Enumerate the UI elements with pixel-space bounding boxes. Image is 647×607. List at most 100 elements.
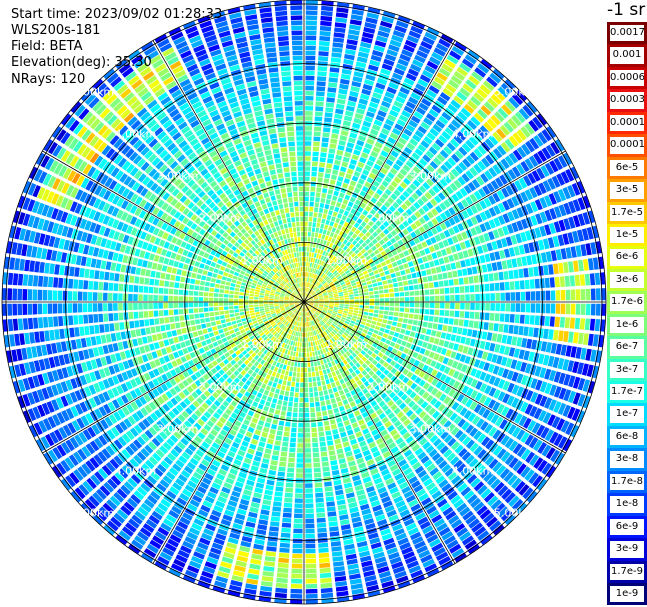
range-gate-cell xyxy=(541,129,552,142)
range-gate-cell xyxy=(383,58,395,67)
range-gate-cell xyxy=(263,192,269,199)
range-gate-cell xyxy=(304,181,310,187)
range-gate-cell xyxy=(544,224,552,236)
range-gate-cell xyxy=(327,253,332,258)
range-gate-cell xyxy=(396,119,406,127)
range-gate-cell xyxy=(163,295,168,302)
range-gate-cell xyxy=(344,194,351,201)
range-gate-cell xyxy=(438,38,451,48)
range-gate-cell xyxy=(385,209,393,216)
range-gate-cell xyxy=(409,183,417,191)
range-gate-cell xyxy=(347,286,353,290)
range-gate-cell xyxy=(148,286,154,294)
range-gate-cell xyxy=(314,274,318,280)
range-gate-cell xyxy=(318,271,322,276)
range-gate-cell xyxy=(316,290,321,294)
range-gate-cell xyxy=(74,267,80,277)
range-gate-cell xyxy=(446,54,459,65)
range-gate-cell xyxy=(384,298,390,302)
range-gate-cell xyxy=(38,275,44,287)
range-gate-cell xyxy=(439,232,446,240)
range-gate-cell xyxy=(277,368,282,374)
range-gate-cell xyxy=(309,262,313,268)
range-gate-cell xyxy=(394,234,401,241)
range-gate-cell xyxy=(470,205,479,214)
range-gate-cell xyxy=(331,286,336,290)
range-gate-cell xyxy=(434,234,442,242)
range-gate-cell xyxy=(229,290,234,295)
range-gate-cell xyxy=(490,293,495,301)
range-gate-cell xyxy=(413,201,421,210)
range-gate-cell xyxy=(262,98,272,105)
range-gate-cell xyxy=(305,116,313,121)
range-gate-cell xyxy=(352,285,358,289)
range-gate-cell xyxy=(262,171,270,177)
range-gate-cell xyxy=(328,294,334,297)
range-gate-cell xyxy=(322,132,330,138)
range-gate-cell xyxy=(305,131,312,136)
range-gate-cell xyxy=(365,255,371,261)
range-gate-cell xyxy=(336,259,341,265)
range-gate-cell xyxy=(306,287,309,293)
range-gate-cell xyxy=(315,192,321,198)
range-gate-cell xyxy=(374,141,383,149)
range-gate-cell xyxy=(403,286,409,291)
range-gate-cell xyxy=(500,238,508,248)
range-gate-cell xyxy=(213,268,219,274)
range-gate-cell xyxy=(321,193,327,199)
range-gate-cell xyxy=(470,227,478,236)
range-gate-cell xyxy=(554,276,560,288)
range-gate-cell xyxy=(220,280,226,285)
range-gate-cell xyxy=(445,185,454,195)
range-gate-cell xyxy=(314,258,318,264)
range-gate-cell xyxy=(323,283,329,287)
range-gate-cell xyxy=(327,258,331,264)
range-gate-cell xyxy=(393,189,401,197)
range-gate-cell xyxy=(264,42,276,48)
range-gate-cell xyxy=(305,277,307,282)
range-gate-cell xyxy=(128,293,133,301)
range-gate-cell xyxy=(378,289,384,294)
range-gate-cell xyxy=(291,217,296,223)
range-gate-cell xyxy=(397,206,405,214)
range-gate-cell xyxy=(359,275,365,280)
range-gate-cell xyxy=(282,162,289,168)
range-gate-cell xyxy=(377,172,386,179)
range-gate-cell xyxy=(390,213,397,221)
range-gate-cell xyxy=(70,254,77,265)
range-gate-cell xyxy=(33,275,39,287)
range-gate-cell xyxy=(212,326,218,331)
range-gate-cell xyxy=(568,216,576,229)
range-gate-cell xyxy=(539,278,545,289)
range-gate-cell xyxy=(134,276,140,284)
range-gate-cell xyxy=(238,273,244,279)
range-gate-cell xyxy=(508,135,519,147)
range-gate-cell xyxy=(314,248,318,253)
range-gate-cell xyxy=(433,171,442,180)
range-gate-cell xyxy=(57,303,63,314)
range-gate-cell xyxy=(485,293,490,301)
range-gate-cell xyxy=(275,10,288,17)
range-gate-cell xyxy=(297,156,304,161)
range-gate-cell xyxy=(430,267,437,274)
range-gate-cell xyxy=(324,284,329,288)
range-gate-cell xyxy=(467,267,473,275)
range-gate-cell xyxy=(39,331,45,343)
range-gate-cell xyxy=(148,294,153,302)
range-gate-cell xyxy=(332,289,338,293)
range-gate-cell xyxy=(408,119,418,128)
range-gate-cell xyxy=(398,286,404,292)
range-gate-cell xyxy=(326,241,331,247)
range-gate-cell xyxy=(304,226,308,232)
range-gate-cell xyxy=(199,313,205,318)
range-gate-cell xyxy=(296,252,299,257)
range-gate-cell xyxy=(254,230,260,237)
range-gate-cell xyxy=(342,286,347,290)
range-gate-cell xyxy=(329,179,336,185)
range-gate-cell xyxy=(324,112,333,118)
range-gate-cell xyxy=(203,297,209,302)
range-gate-cell xyxy=(315,288,319,292)
range-gate-cell xyxy=(494,251,501,260)
range-gate-cell xyxy=(430,236,437,244)
range-gate-cell xyxy=(148,310,154,318)
